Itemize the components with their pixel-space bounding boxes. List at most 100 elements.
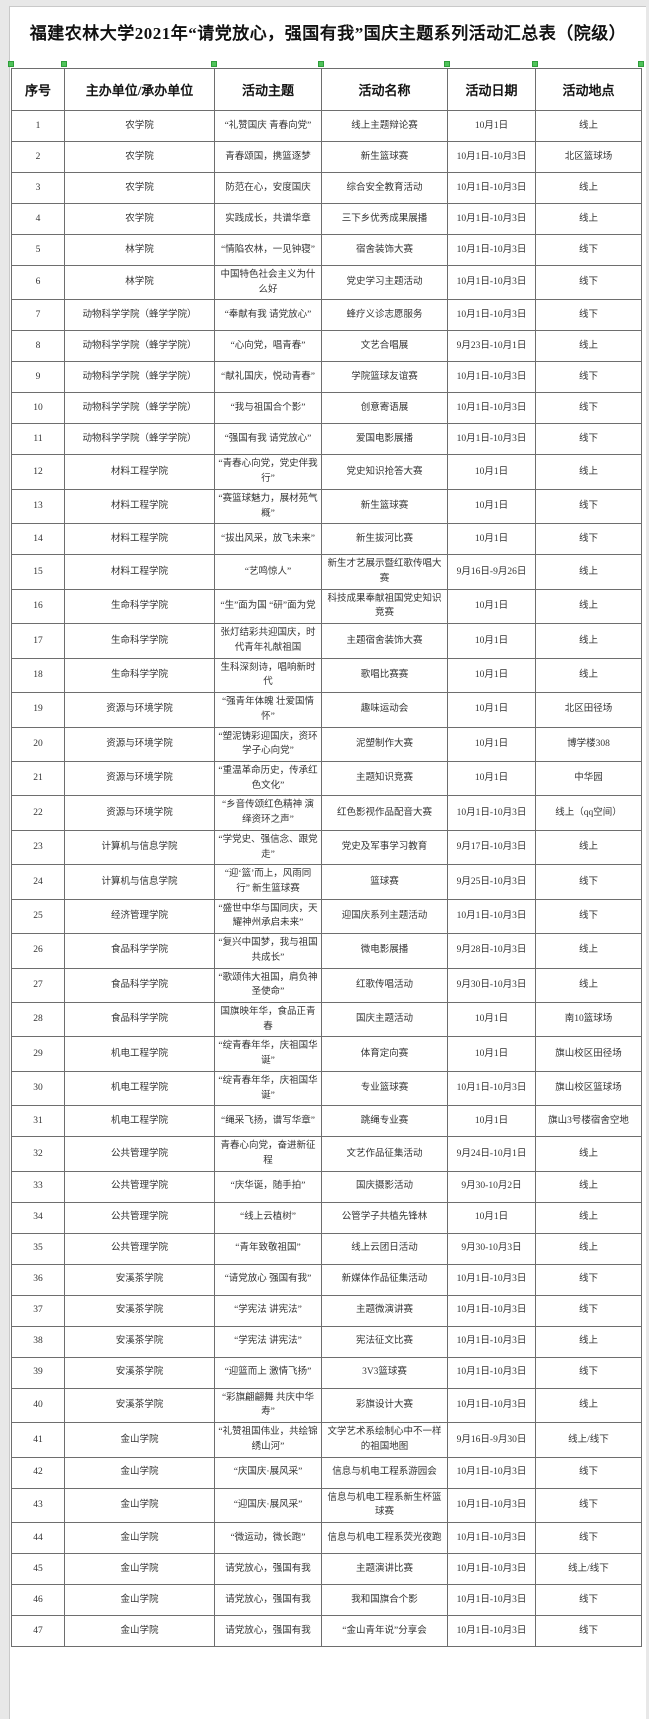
cell-location: 线上 xyxy=(535,203,642,235)
cell-location: 线下 xyxy=(535,488,642,525)
cell-location: 线上 xyxy=(535,554,642,590)
cell-theme: “礼赞祖国伟业，共绘锦绣山河” xyxy=(214,1422,322,1458)
cell-name: 宪法征文比赛 xyxy=(321,1325,448,1358)
cell-index: 25 xyxy=(11,898,65,935)
cell-name: 科技成果奉献祖国党史知识竞赛 xyxy=(321,588,448,625)
cell-theme: “心向党，唱青春” xyxy=(214,330,322,363)
cell-name: 新生篮球赛 xyxy=(321,488,448,525)
table-row: 36 安溪茶学院 “请党放心 强国有我” 新媒体作品征集活动 10月1日-10月… xyxy=(11,1263,642,1296)
cell-name: 趣味运动会 xyxy=(321,692,448,728)
cell-date: 10月1日-10月3日 xyxy=(447,1584,536,1617)
table-row: 26 食品科学学院 “复兴中国梦，我与祖国共成长” 微电影展播 9月28日-10… xyxy=(11,933,642,969)
cell-organizer: 金山学院 xyxy=(64,1553,215,1586)
table-row: 44 金山学院 “微运动，微长跑” 信息与机电工程系荧光夜跑 10月1日-10月… xyxy=(11,1522,642,1555)
table-row: 42 金山学院 “庆国庆·展风采” 信息与机电工程系游园会 10月1日-10月3… xyxy=(11,1456,642,1489)
cell-theme: “歌颂伟大祖国，肩负神圣使命” xyxy=(214,967,322,1004)
cell-name: 党史及军事学习教育 xyxy=(321,829,448,866)
cell-organizer: 金山学院 xyxy=(64,1615,215,1648)
table-row: 8 动物科学学院（蜂学学院） “心向党，唱青春” 文艺合唱展 9月23日-10月… xyxy=(11,330,642,363)
cell-location: 线上 xyxy=(535,1201,642,1234)
table-row: 11 动物科学学院（蜂学学院） “强国有我 请党放心” 爱国电影展播 10月1日… xyxy=(11,423,642,456)
cell-name: 信息与机电工程系游园会 xyxy=(321,1456,448,1489)
cell-name: 微电影展播 xyxy=(321,933,448,969)
cell-theme: “绽青春年华，庆祖国华诞” xyxy=(214,1070,322,1107)
table-row: 46 金山学院 请党放心，强国有我 我和国旗合个影 10月1日-10月3日 线下 xyxy=(11,1584,642,1617)
cell-theme: “乡音传颂红色精神 演绎资环之声” xyxy=(214,795,322,831)
cell-theme: 请党放心，强国有我 xyxy=(214,1553,322,1586)
column-handle-icon[interactable] xyxy=(211,61,217,67)
cell-theme: “礼赞国庆 青春向党” xyxy=(214,110,322,142)
cell-organizer: 资源与环境学院 xyxy=(64,726,215,762)
column-handle-icon[interactable] xyxy=(444,61,450,67)
cell-name: 篮球赛 xyxy=(321,864,448,900)
cell-location: 线下 xyxy=(535,361,642,394)
cell-theme: “赛篮球魅力，展材苑气概” xyxy=(214,488,322,525)
cell-theme: “学宪法 讲宪法” xyxy=(214,1294,322,1327)
cell-theme: “复兴中国梦，我与祖国共成长” xyxy=(214,933,322,969)
header-row: 序号 主办单位/承办单位 活动主题 活动名称 活动日期 活动地点 xyxy=(11,68,642,111)
cell-name: 主题知识竞赛 xyxy=(321,760,448,797)
cell-date: 10月1日-10月3日 xyxy=(447,1553,536,1586)
table-row: 13 材料工程学院 “赛篮球魅力，展材苑气概” 新生篮球赛 10月1日 线下 xyxy=(11,488,642,525)
table-row: 45 金山学院 请党放心，强国有我 主题演讲比赛 10月1日-10月3日 线上/… xyxy=(11,1553,642,1586)
cell-date: 10月1日-10月3日 xyxy=(447,299,536,332)
column-handle-icon[interactable] xyxy=(638,61,644,67)
cell-theme: “庆国庆·展风采” xyxy=(214,1456,322,1489)
cell-theme: 中国特色社会主义为什么好 xyxy=(214,264,322,301)
table-row: 37 安溪茶学院 “学宪法 讲宪法” 主题微演讲赛 10月1日-10月3日 线下 xyxy=(11,1294,642,1327)
cell-theme: “庆华诞，随手拍” xyxy=(214,1170,322,1203)
cell-index: 12 xyxy=(11,454,65,490)
cell-location: 中华园 xyxy=(535,760,642,797)
cell-theme: “迎‘篮’而上，风雨同行” 新生篮球赛 xyxy=(214,864,322,900)
header-index: 序号 xyxy=(11,68,65,111)
cell-organizer: 金山学院 xyxy=(64,1584,215,1617)
table-row: 19 资源与环境学院 “强青年体魄 壮爱国情怀” 趣味运动会 10月1日 北区田… xyxy=(11,692,642,728)
cell-index: 5 xyxy=(11,234,65,266)
cell-name: 国庆摄影活动 xyxy=(321,1170,448,1203)
column-handle-icon[interactable] xyxy=(532,61,538,67)
cell-name: 专业篮球赛 xyxy=(321,1070,448,1107)
table-row: 20 资源与环境学院 “塑泥铸彩迎国庆，资环学子心向党” 泥塑制作大赛 10月1… xyxy=(11,726,642,762)
cell-location: 线上 xyxy=(535,623,642,659)
column-handle-icon[interactable] xyxy=(61,61,67,67)
cell-index: 20 xyxy=(11,726,65,762)
cell-date: 9月30-10月2日 xyxy=(447,1170,536,1203)
cell-location: 线上 xyxy=(535,933,642,969)
cell-date: 10月1日-10月3日 xyxy=(447,423,536,456)
cell-location: 旗山3号楼宿舍空地 xyxy=(535,1105,642,1138)
table-row: 4 农学院 实践成长，共谱华章 三下乡优秀成果展播 10月1日-10月3日 线上 xyxy=(11,203,642,235)
activity-summary-table: 序号 主办单位/承办单位 活动主题 活动名称 活动日期 活动地点 1 农学院 “… xyxy=(11,68,642,1648)
cell-theme: “彩旗翩翩舞 共庆中华寿” xyxy=(214,1387,322,1424)
cell-organizer: 生命科学学院 xyxy=(64,657,215,694)
cell-organizer: 机电工程学院 xyxy=(64,1070,215,1107)
cell-organizer: 金山学院 xyxy=(64,1522,215,1555)
cell-date: 10月1日-10月3日 xyxy=(447,1070,536,1107)
cell-index: 24 xyxy=(11,864,65,900)
cell-organizer: 金山学院 xyxy=(64,1487,215,1524)
table-row: 32 公共管理学院 青春心向党，奋进新征程 文艺作品征集活动 9月24日-10月… xyxy=(11,1136,642,1172)
cell-index: 36 xyxy=(11,1263,65,1296)
column-handle-icon[interactable] xyxy=(8,61,14,67)
cell-date: 10月1日 xyxy=(447,454,536,490)
cell-date: 10月1日-10月3日 xyxy=(447,1387,536,1424)
cell-index: 19 xyxy=(11,692,65,728)
cell-name: 体育定向赛 xyxy=(321,1036,448,1072)
cell-organizer: 机电工程学院 xyxy=(64,1105,215,1138)
cell-index: 45 xyxy=(11,1553,65,1586)
cell-organizer: 动物科学学院（蜂学学院） xyxy=(64,392,215,425)
cell-date: 10月1日 xyxy=(447,657,536,694)
cell-organizer: 机电工程学院 xyxy=(64,1036,215,1072)
cell-organizer: 材料工程学院 xyxy=(64,488,215,525)
header-organizer: 主办单位/承办单位 xyxy=(64,68,215,111)
table-row: 31 机电工程学院 “绳采飞扬，谱写华章” 跳绳专业赛 10月1日 旗山3号楼宿… xyxy=(11,1105,642,1138)
column-handle-icon[interactable] xyxy=(318,61,324,67)
cell-location: 线上（qq空间） xyxy=(535,795,642,831)
cell-theme: “请党放心 强国有我” xyxy=(214,1263,322,1296)
header-name: 活动名称 xyxy=(321,68,448,111)
cell-name: 爱国电影展播 xyxy=(321,423,448,456)
cell-index: 10 xyxy=(11,392,65,425)
cell-index: 32 xyxy=(11,1136,65,1172)
cell-theme: “盛世中华与国同庆，天耀神州承启未来” xyxy=(214,898,322,935)
cell-location: 旗山校区田径场 xyxy=(535,1036,642,1072)
cell-location: 线下 xyxy=(535,264,642,301)
